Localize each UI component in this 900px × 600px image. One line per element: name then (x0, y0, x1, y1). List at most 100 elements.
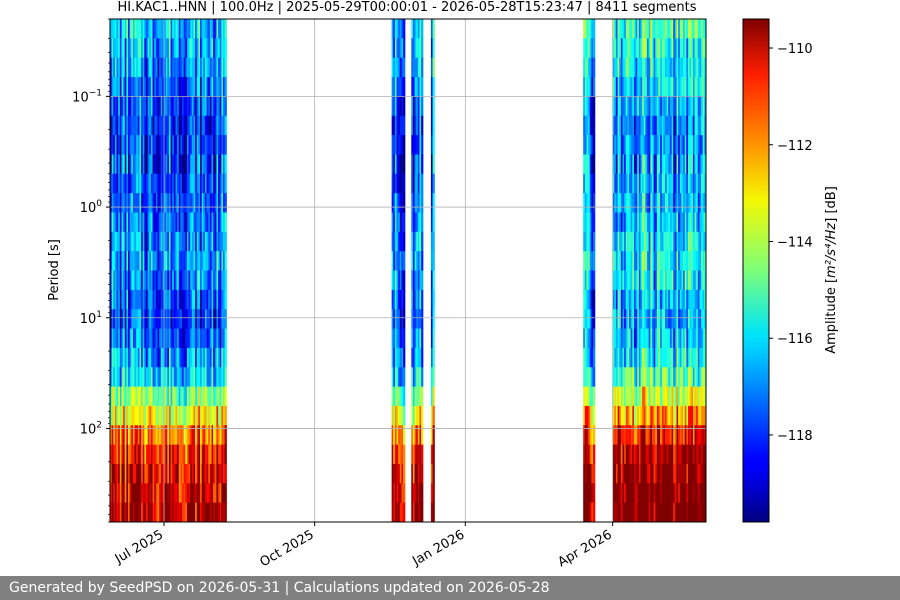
heatmap-cell (114, 231, 118, 252)
heatmap-cell (620, 38, 624, 59)
heatmap-cell (214, 289, 218, 310)
heatmap-cell (655, 19, 658, 39)
heatmap-cell (198, 367, 201, 388)
heatmap-cell (180, 96, 183, 117)
heatmap-cell (692, 193, 696, 214)
heatmap-cell (697, 367, 701, 388)
heatmap-cell (177, 57, 180, 78)
heatmap-cell (658, 19, 661, 39)
heatmap-cell (650, 231, 653, 252)
heatmap-cell (216, 19, 219, 39)
heatmap-cell (113, 309, 116, 330)
heatmap-cell (216, 77, 219, 97)
heatmap-cell (671, 347, 674, 368)
heatmap-cell (162, 328, 165, 349)
heatmap-cell (702, 444, 705, 465)
heatmap-cell (114, 483, 118, 504)
heatmap-cell (170, 154, 173, 175)
heatmap-cell (394, 367, 398, 388)
heatmap-cell (647, 135, 650, 156)
heatmap-cell (411, 154, 414, 175)
heatmap-cell (124, 19, 127, 39)
heatmap-cell (689, 502, 692, 522)
heatmap-cell (177, 483, 180, 504)
heatmap-cell (155, 38, 159, 59)
heatmap-cell (216, 231, 219, 252)
heatmap-cell (671, 425, 674, 446)
heatmap-cell (175, 77, 178, 97)
heatmap-cell (620, 444, 624, 465)
heatmap-cell (666, 231, 669, 252)
heatmap-cell (144, 483, 147, 504)
y-tick-label: 101 (80, 310, 102, 327)
heatmap-cell (206, 367, 209, 388)
heatmap-cell (640, 38, 643, 59)
heatmap-cell (186, 77, 190, 97)
heatmap-cell (673, 115, 676, 136)
heatmap-cell (658, 57, 661, 78)
heatmap-cell (640, 463, 643, 484)
heatmap-cell (196, 405, 200, 426)
heatmap-cell (131, 251, 134, 272)
heatmap-cell (637, 405, 640, 426)
heatmap-cell (170, 463, 173, 484)
heatmap-cell (154, 96, 157, 117)
heatmap-cell (432, 77, 435, 97)
heatmap-cell (213, 347, 216, 368)
heatmap-cell (632, 96, 635, 117)
heatmap-cell (180, 502, 183, 522)
heatmap-cell (110, 96, 113, 117)
heatmap-cell (403, 367, 406, 388)
heatmap-cell (666, 463, 669, 484)
heatmap-cell (630, 502, 633, 522)
heatmap-cell (175, 38, 178, 59)
heatmap-cell (211, 309, 214, 330)
heatmap-cell (119, 386, 123, 407)
heatmap-cell (648, 289, 651, 310)
heatmap-cell (134, 347, 137, 368)
heatmap-cell (432, 463, 435, 484)
heatmap-cell (216, 386, 219, 407)
heatmap-cell (150, 173, 154, 194)
heatmap-cell (632, 347, 635, 368)
heatmap-cell (651, 251, 655, 272)
heatmap-cell (650, 328, 653, 349)
heatmap-cell (198, 405, 201, 426)
heatmap-cell (656, 425, 660, 446)
heatmap-cell (196, 212, 200, 233)
heatmap-cell (216, 135, 219, 156)
heatmap-cell (687, 367, 691, 388)
heatmap-cell (629, 251, 632, 272)
heatmap-cell (411, 502, 414, 522)
heatmap-cell (391, 231, 394, 252)
heatmap-cell (681, 231, 684, 252)
heatmap-cell (665, 115, 668, 136)
heatmap-cell (412, 193, 416, 214)
heatmap-cell (638, 77, 642, 97)
heatmap-cell (201, 115, 204, 136)
heatmap-cell (124, 251, 127, 272)
heatmap-cell (150, 386, 154, 407)
heatmap-cell (146, 96, 149, 117)
heatmap-cell (696, 57, 699, 78)
heatmap-cell (393, 328, 396, 349)
heatmap-cell (669, 502, 673, 522)
heatmap-cell (128, 289, 131, 310)
heatmap-cell (691, 347, 694, 368)
heatmap-cell (398, 270, 401, 291)
heatmap-cell (432, 347, 435, 368)
heatmap-cell (147, 212, 150, 233)
heatmap-cell (124, 193, 127, 214)
heatmap-cell (396, 367, 399, 388)
heatmap-cell (635, 135, 638, 156)
heatmap-cell (638, 386, 642, 407)
heatmap-cell (168, 367, 172, 388)
heatmap-cell (110, 173, 113, 194)
heatmap-cell (131, 77, 134, 97)
heatmap-cell (589, 38, 592, 59)
heatmap-cell (629, 328, 632, 349)
heatmap-cell (687, 173, 691, 194)
heatmap-cell (697, 135, 701, 156)
heatmap-cell (666, 425, 669, 446)
heatmap-cell (673, 463, 676, 484)
